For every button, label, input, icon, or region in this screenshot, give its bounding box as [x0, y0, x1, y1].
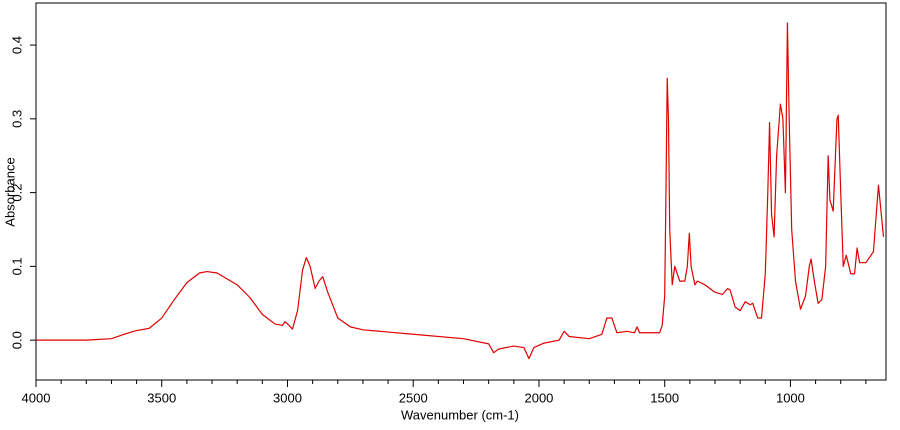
y-tick-label: 0.1	[9, 257, 24, 275]
x-tick-label: 3500	[147, 390, 176, 405]
y-tick-label: 0.3	[9, 110, 24, 128]
plot-frame	[35, 2, 887, 381]
y-tick-label: 0.2	[9, 184, 24, 202]
x-tick-label: 3000	[273, 390, 302, 405]
x-axis-label: Wavenumber (cm-1)	[401, 407, 519, 422]
x-tick-label: 2000	[524, 390, 553, 405]
spectrum-line	[36, 22, 885, 360]
y-axis-label: Absorbance	[2, 157, 17, 226]
y-tick-label: 0.4	[9, 36, 24, 54]
x-tick-label: 2500	[399, 390, 428, 405]
x-tick-label: 1000	[776, 390, 805, 405]
x-tick-label: 1500	[650, 390, 679, 405]
y-tick-label: 0.0	[9, 331, 24, 349]
x-tick-label: 4000	[22, 390, 51, 405]
